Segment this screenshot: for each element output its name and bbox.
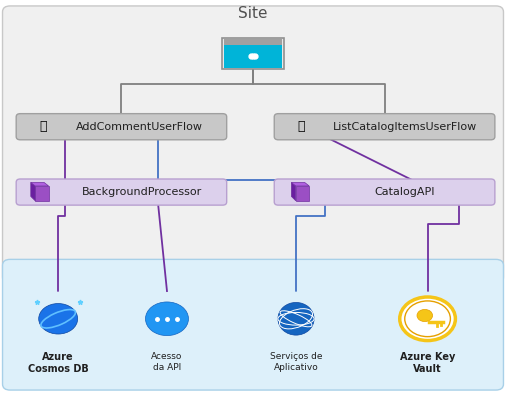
- Circle shape: [404, 301, 449, 337]
- FancyBboxPatch shape: [3, 6, 502, 283]
- Circle shape: [399, 297, 455, 341]
- Text: ListCatalogItemsUserFlow: ListCatalogItemsUserFlow: [332, 122, 476, 132]
- Text: Azure
Cosmos DB: Azure Cosmos DB: [28, 352, 88, 374]
- FancyBboxPatch shape: [222, 38, 283, 69]
- FancyBboxPatch shape: [16, 114, 226, 140]
- FancyBboxPatch shape: [16, 179, 226, 205]
- Ellipse shape: [277, 303, 314, 335]
- Circle shape: [39, 303, 78, 334]
- Polygon shape: [31, 183, 48, 186]
- Text: AddCommentUserFlow: AddCommentUserFlow: [76, 122, 202, 132]
- FancyBboxPatch shape: [3, 259, 502, 390]
- FancyBboxPatch shape: [274, 114, 494, 140]
- Text: Azure Key
Vault: Azure Key Vault: [399, 352, 455, 374]
- Text: Serviços de
Aplicativo: Serviços de Aplicativo: [269, 352, 322, 372]
- Text: Acesso
da API: Acesso da API: [151, 352, 182, 372]
- Circle shape: [416, 309, 432, 322]
- Circle shape: [145, 302, 188, 335]
- Polygon shape: [295, 186, 309, 201]
- Polygon shape: [35, 186, 48, 201]
- Text: 📋: 📋: [39, 120, 46, 133]
- Text: BackgroundProcessor: BackgroundProcessor: [81, 187, 201, 197]
- Text: 📱: 📱: [297, 120, 304, 133]
- Bar: [223, 45, 282, 68]
- Polygon shape: [31, 183, 35, 201]
- Polygon shape: [291, 183, 295, 201]
- Text: CatalogAPI: CatalogAPI: [374, 187, 434, 197]
- Bar: [223, 39, 282, 45]
- FancyBboxPatch shape: [274, 179, 494, 205]
- Text: Site: Site: [238, 6, 267, 21]
- Polygon shape: [291, 183, 309, 186]
